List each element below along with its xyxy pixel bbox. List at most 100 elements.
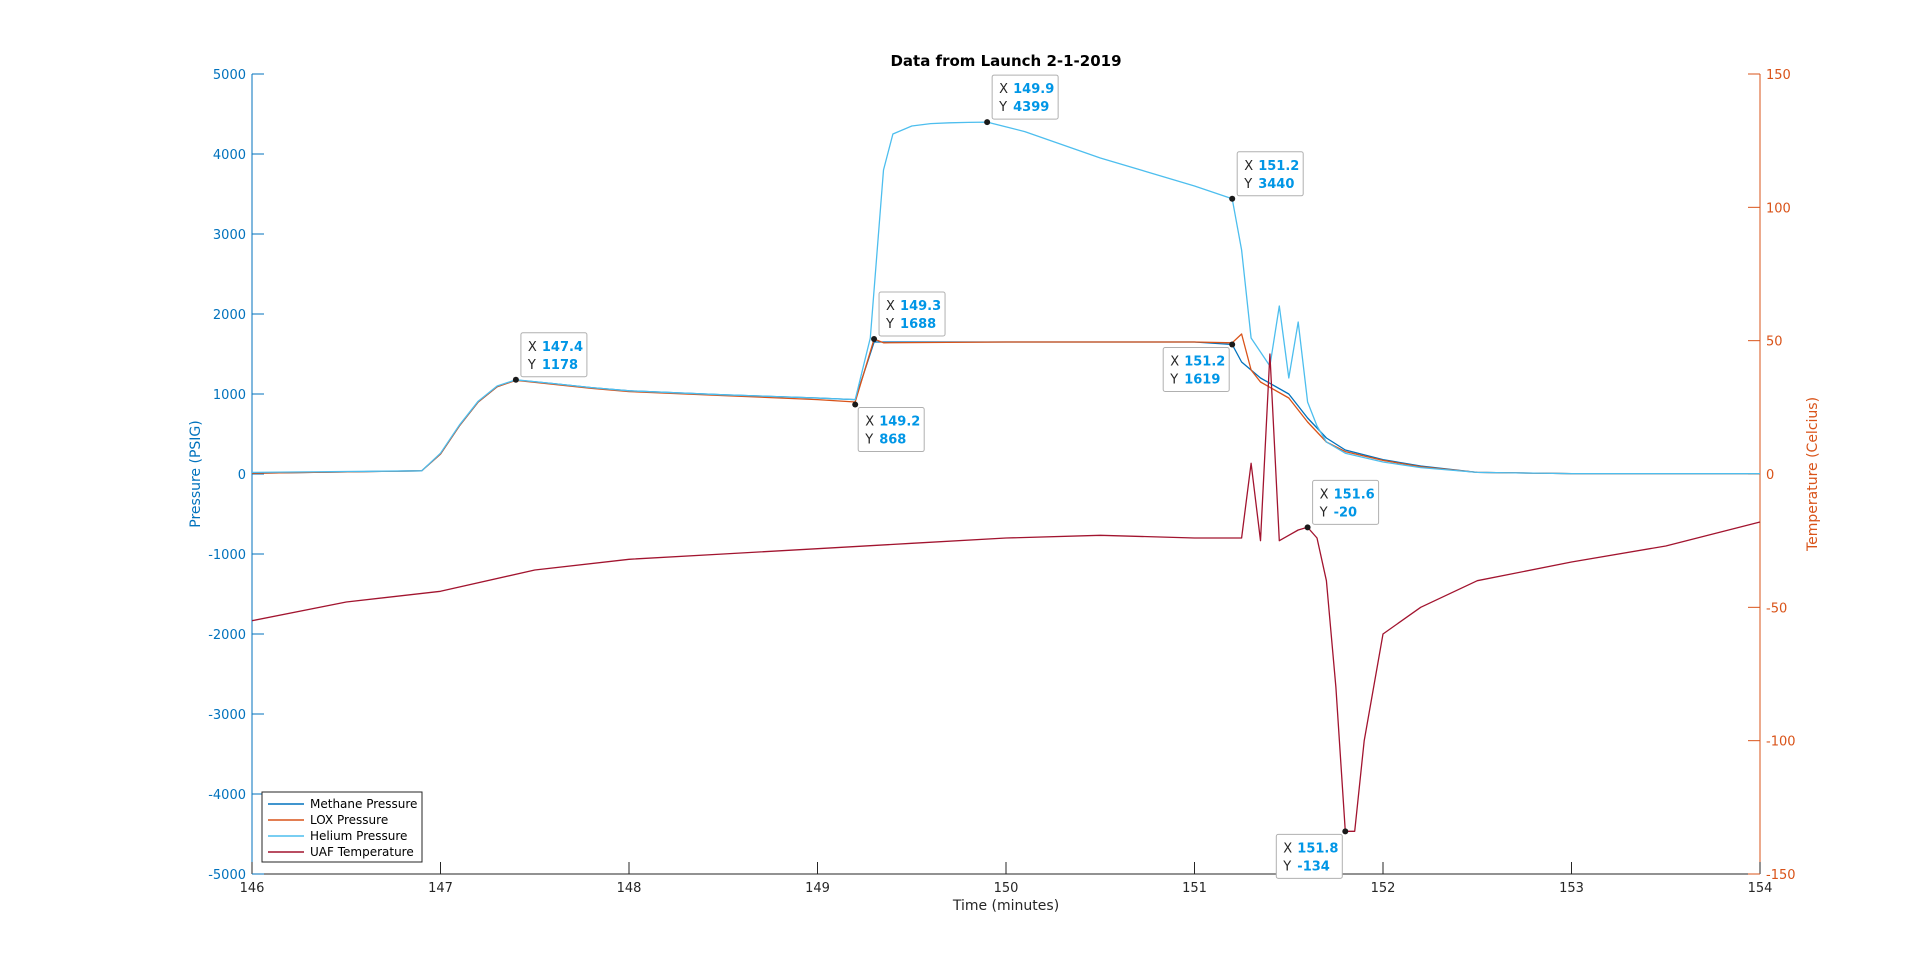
- datatip-y-value: 3440: [1258, 177, 1294, 192]
- x-tick-label: 149: [805, 881, 830, 896]
- legend-entry: UAF Temperature: [310, 845, 414, 859]
- datatip-marker: [984, 119, 991, 126]
- x-tick-label: 147: [428, 881, 453, 896]
- datatip: X 149.9 Y 4399: [984, 74, 1059, 126]
- datatip-marker: [1229, 195, 1236, 202]
- datatip-y-label: Y: [864, 433, 873, 448]
- series-layer: [251, 121, 1761, 832]
- y-right-tick-label: 150: [1766, 68, 1791, 83]
- datatip-box: [1162, 346, 1230, 392]
- x-tick-label: 146: [240, 881, 265, 896]
- y-left-tick-label: 0: [238, 468, 246, 483]
- datatip-x-label: X: [1283, 841, 1292, 856]
- datatip-y-value: 1619: [1184, 372, 1220, 387]
- y-left-tick-label: 4000: [213, 148, 246, 163]
- datatip-marker: [1304, 524, 1311, 531]
- datatip-y-label: Y: [527, 358, 536, 373]
- datatip-y-value: 1688: [900, 317, 936, 332]
- datatip-marker: [512, 376, 519, 383]
- datatip-x-label: X: [1320, 487, 1329, 502]
- y-right-tick-label: 50: [1766, 335, 1783, 350]
- datatip-marker: [1229, 341, 1236, 348]
- y-left-tick-label: -2000: [208, 628, 246, 643]
- datatip-x-value: 151.8: [1297, 841, 1338, 856]
- y-axis-right-label: Temperature (Celcius): [1805, 397, 1821, 552]
- datatip-y-label: Y: [1169, 372, 1178, 387]
- y-axis-left-label: Pressure (PSIG): [188, 420, 204, 527]
- x-tick-label: 151: [1182, 881, 1207, 896]
- datatip: X 151.2 Y 3440: [1229, 151, 1304, 202]
- legend-entry: Methane Pressure: [310, 797, 417, 811]
- datatip-y-value: 868: [879, 433, 906, 448]
- x-tick-label: 152: [1371, 881, 1396, 896]
- datatip: X 149.2 Y 868: [852, 401, 925, 453]
- datatip: X 151.2 Y 1619: [1162, 341, 1236, 392]
- x-tick-label: 148: [617, 881, 642, 896]
- y-left-tick-label: -5000: [208, 868, 246, 883]
- x-tick-label: 154: [1748, 881, 1773, 896]
- datatip: X 147.4 Y 1178: [512, 332, 588, 383]
- y-right-tick-label: 0: [1766, 468, 1774, 483]
- datatip-box: [1275, 833, 1343, 879]
- y-right-tick-label: 100: [1766, 201, 1791, 216]
- y-left-tick-label: 5000: [213, 68, 246, 83]
- datatip: X 151.8 Y -134: [1275, 828, 1349, 879]
- series-line-methane-pressure: [251, 341, 1760, 475]
- datatip-x-label: X: [528, 340, 537, 355]
- legend-entry: Helium Pressure: [310, 829, 407, 843]
- chart-title: Data from Launch 2-1-2019: [890, 52, 1121, 70]
- y-right-tick-label: -150: [1766, 868, 1796, 883]
- datatip-box: [1236, 151, 1304, 197]
- datatip-x-label: X: [1170, 354, 1179, 369]
- legend: Methane Pressure LOX Pressure Helium Press…: [261, 791, 423, 863]
- datatip-x-value: 151.2: [1258, 159, 1299, 174]
- y-left-tick-label: -3000: [208, 708, 246, 723]
- datatip-x-label: X: [1244, 159, 1253, 174]
- y-left-tick-label: 3000: [213, 228, 246, 243]
- x-axis-label: Time (minutes): [952, 898, 1059, 914]
- axes: 146 147 148 149 150 151 152 153 154-5000-4000-30…: [208, 68, 1795, 896]
- datatip-x-value: 149.9: [1013, 82, 1054, 97]
- datatip-x-label: X: [999, 82, 1008, 97]
- y-left-tick-label: 2000: [213, 308, 246, 323]
- legend-entry: LOX Pressure: [310, 813, 388, 827]
- datatip-y-label: Y: [998, 100, 1007, 115]
- datatip-x-label: X: [865, 415, 874, 430]
- datatip-y-value: -134: [1297, 859, 1330, 874]
- datatip-marker: [1342, 828, 1349, 835]
- datatip: X 149.3 Y 1688: [871, 291, 946, 342]
- datatip-x-value: 151.2: [1184, 354, 1225, 369]
- datatip-y-value: 4399: [1013, 100, 1049, 115]
- y-left-tick-label: 1000: [213, 388, 246, 403]
- datatip-y-value: 1178: [542, 358, 578, 373]
- datatip-box: [520, 332, 588, 378]
- y-left-tick-label: -1000: [208, 548, 246, 563]
- datatip-x-value: 149.2: [879, 415, 920, 430]
- datatip-box: [1312, 479, 1380, 525]
- y-right-tick-label: -100: [1766, 735, 1796, 750]
- datatip-x-value: 147.4: [542, 340, 583, 355]
- datatip-box: [878, 291, 946, 337]
- datatip-box: [857, 407, 925, 453]
- datatip-x-value: 151.6: [1334, 487, 1375, 502]
- y-left-tick-label: -4000: [208, 788, 246, 803]
- datatip-y-label: Y: [1319, 505, 1328, 520]
- series-line-lox-pressure: [251, 333, 1760, 475]
- series-line-helium-pressure: [251, 121, 1760, 475]
- x-tick-label: 153: [1559, 881, 1584, 896]
- y-right-tick-label: -50: [1766, 601, 1787, 616]
- datatip-y-value: -20: [1334, 505, 1358, 520]
- series-line-uaf-temperature: [251, 353, 1761, 832]
- datatip-y-label: Y: [1282, 859, 1291, 874]
- datatip-box: [991, 74, 1059, 120]
- datatip-y-label: Y: [885, 317, 894, 332]
- datatip-marker: [871, 335, 878, 342]
- datatip-y-label: Y: [1243, 177, 1252, 192]
- datatip-x-label: X: [886, 299, 895, 314]
- datatip-marker: [852, 401, 859, 408]
- datatip: X 151.6 Y -20: [1304, 479, 1380, 531]
- x-tick-label: 150: [994, 881, 1019, 896]
- datatip-x-value: 149.3: [900, 299, 941, 314]
